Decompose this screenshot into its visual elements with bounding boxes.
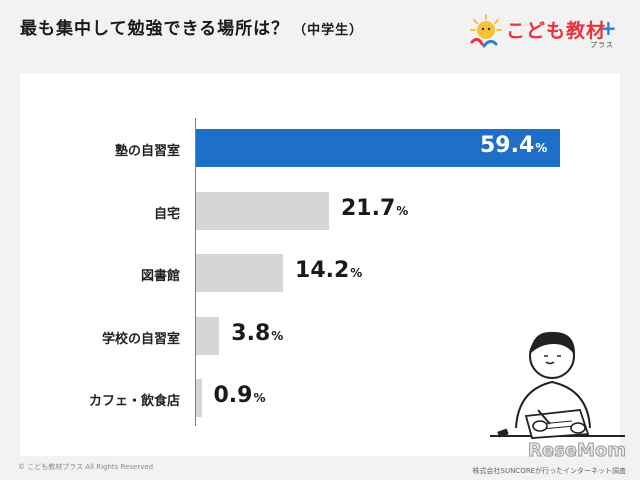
- category-label: 図書館: [140, 269, 180, 284]
- category-axis-line: [195, 118, 196, 426]
- category-label: 学校の自習室: [101, 331, 180, 347]
- bar: [196, 129, 560, 167]
- plus-icon: +: [600, 16, 617, 40]
- bar: [196, 316, 220, 355]
- kids-logo-icon: [470, 14, 502, 48]
- data-label: 3.8%: [231, 320, 284, 346]
- chart-subtitle: （中学生）: [293, 23, 364, 38]
- bar: [196, 254, 284, 292]
- brand-plus-kana: プラス: [590, 41, 614, 49]
- category-label: カフェ・飲食店: [88, 394, 180, 409]
- bar: [196, 191, 329, 230]
- category-label: 自宅: [153, 206, 180, 222]
- resemom-watermark: ReseMom: [527, 440, 627, 462]
- chart-title: 最も集中して勉強できる場所は？ （中学生）: [20, 14, 363, 39]
- data-label: 59.4%: [480, 133, 548, 158]
- studying-student-illustration: [490, 331, 625, 439]
- bar: [196, 379, 202, 417]
- category-label: 塾の自習室: [114, 144, 180, 159]
- brand-name: こども教材: [506, 20, 607, 42]
- data-label: 21.7%: [340, 195, 409, 221]
- data-label: 14.2%: [295, 258, 363, 283]
- copyright-text: © こども教材プラス All Rights Reserved: [18, 463, 154, 471]
- brand-logo: こども教材 + プラス: [466, 10, 626, 54]
- chart-title-text: 最も集中して勉強できる場所は？: [20, 19, 290, 39]
- source-note: 株式会社SUNCOREが行ったインターネット調査: [472, 467, 627, 475]
- data-label: 0.9%: [213, 383, 266, 408]
